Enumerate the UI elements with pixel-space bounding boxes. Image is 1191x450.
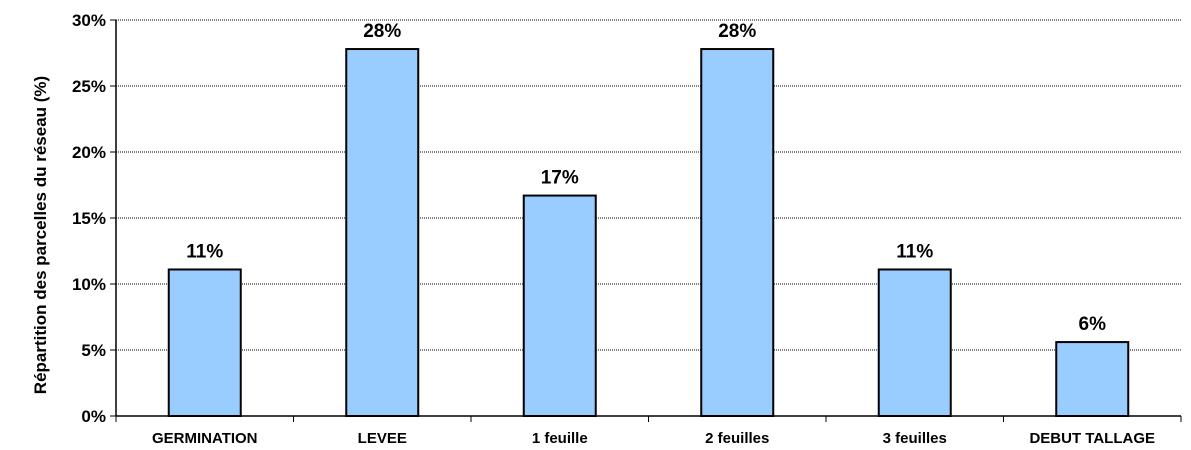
x-category-label: LEVEE	[358, 430, 407, 445]
x-category-label: 3 feuilles	[883, 430, 947, 445]
bar	[167, 268, 242, 418]
x-category-label: 1 feuille	[532, 430, 588, 445]
bar	[877, 268, 952, 418]
x-category-label: 2 feuilles	[705, 430, 769, 445]
bar	[700, 48, 775, 417]
data-label: 17%	[541, 168, 579, 189]
data-label: 28%	[363, 21, 401, 42]
y-tick-label: 15%	[72, 209, 106, 228]
bar	[522, 194, 597, 417]
y-tick-label: 10%	[72, 275, 106, 294]
x-category-label: DEBUT TALLAGE	[1029, 430, 1155, 445]
data-label: 6%	[1079, 314, 1107, 335]
y-tick-label: 25%	[72, 77, 106, 96]
gridlines	[116, 19, 1181, 351]
y-axis-label: Répartition des parcelles du réseau (%)	[31, 76, 50, 394]
x-category-label: GERMINATION	[152, 430, 258, 445]
data-label: 28%	[718, 21, 756, 42]
axes	[110, 19, 1182, 422]
y-tick-label: 5%	[81, 341, 106, 360]
labels: 0% 5% 10% 15% 20% 25% 30% 11% GERMINATION 28% LEVE…	[72, 11, 1155, 447]
y-tick-label: 30%	[72, 11, 106, 30]
data-label: 11%	[896, 241, 933, 262]
y-tick-label: 0%	[81, 407, 106, 426]
y-tick-label: 20%	[72, 143, 106, 162]
bar	[1055, 341, 1130, 417]
bars	[167, 48, 1130, 418]
data-label: 11%	[186, 241, 223, 262]
bar	[345, 48, 420, 417]
